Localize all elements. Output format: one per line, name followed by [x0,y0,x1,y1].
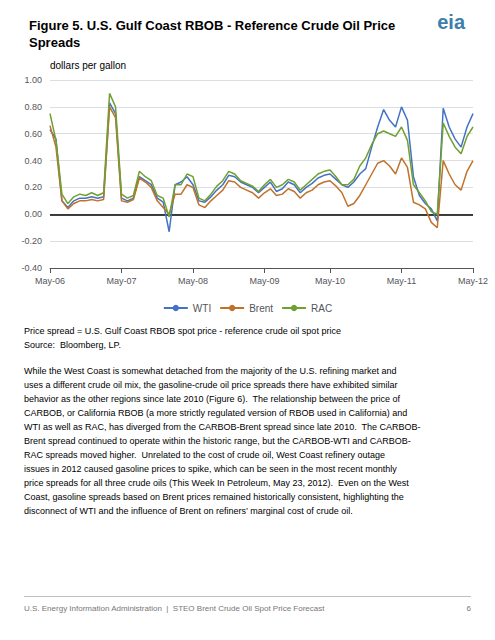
svg-text:WTI: WTI [193,303,211,314]
svg-text:May-10: May-10 [315,276,345,286]
svg-text:-0.20: -0.20 [21,236,42,246]
svg-text:WTI as well as RAC, has diverg: WTI as well as RAC, has diverged from th… [24,422,421,432]
svg-text:eia: eia [437,11,466,33]
svg-text:0.00: 0.00 [24,209,42,219]
svg-text:Coast, gasoline spreads based: Coast, gasoline spreads based on Brent p… [24,492,404,502]
svg-text:0.60: 0.60 [24,129,42,139]
svg-text:0.80: 0.80 [24,102,42,112]
svg-text:issues in 2012 caused gasoline: issues in 2012 caused gasoline prices to… [24,464,397,474]
svg-text:RAC spreads moved higher. Unr: RAC spreads moved higher. Unrelated to t… [24,450,385,460]
svg-text:May-12: May-12 [458,276,488,286]
svg-text:disconnect of WTI and the infl: disconnect of WTI and the influence of B… [24,506,353,516]
svg-text:Brent: Brent [249,303,273,314]
svg-text:Brent spread continued to oper: Brent spread continued to operate within… [24,436,411,446]
svg-text:While the West Coast is somewh: While the West Coast is somewhat detache… [24,366,397,376]
svg-text:price spreads for all three cr: price spreads for all three crude oils (… [24,478,409,488]
svg-text:0.40: 0.40 [24,156,42,166]
svg-text:May-09: May-09 [249,276,279,286]
svg-text:behavior as the other regions: behavior as the other regions since late… [24,394,401,404]
svg-text:uses a different crude oil mix: uses a different crude oil mix, the gaso… [24,380,398,390]
svg-text:May-07: May-07 [106,276,136,286]
svg-text:-0.40: -0.40 [21,263,42,273]
svg-text:May-06: May-06 [35,276,65,286]
svg-text:1.00: 1.00 [24,75,42,85]
svg-text:CARBOB, or California RBOB (a: CARBOB, or California RBOB (a more stric… [24,408,407,418]
svg-text:May-11: May-11 [387,276,416,286]
svg-text:RAC: RAC [311,303,332,314]
svg-text:Figure 5. U.S. Gulf Coast RBOB: Figure 5. U.S. Gulf Coast RBOB - Referen… [29,18,399,33]
svg-text:6: 6 [467,604,472,613]
svg-text:0.20: 0.20 [24,182,42,192]
svg-text:Price spread = U.S. Gulf Coast: Price spread = U.S. Gulf Coast RBOB spot… [24,326,341,336]
svg-text:Source: Bloomberg, LP.: Source: Bloomberg, LP. [24,340,121,350]
svg-text:May-08: May-08 [178,276,208,286]
svg-text:Spreads: Spreads [29,35,80,50]
svg-text:dollars per gallon: dollars per gallon [50,60,126,71]
svg-text:U.S. Energy Information Admini: U.S. Energy Information Administration |… [24,604,325,613]
